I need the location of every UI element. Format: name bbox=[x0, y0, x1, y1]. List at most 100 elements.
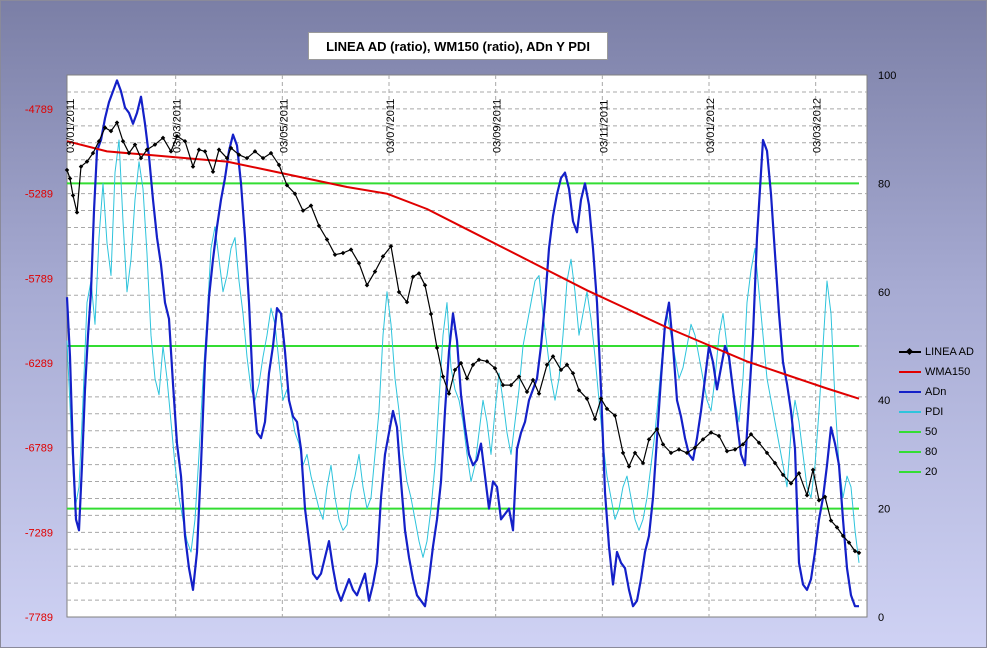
series-layer bbox=[64, 79, 862, 608]
axis-layer: 03/01/2011 03/03/2011 03/05/2011 03/07/2011… bbox=[25, 70, 897, 624]
series-point bbox=[464, 376, 470, 381]
series-point bbox=[108, 128, 114, 134]
legend-item: LINEA AD bbox=[899, 342, 979, 362]
series-point bbox=[716, 433, 722, 439]
series-point bbox=[308, 203, 314, 208]
series-point bbox=[516, 374, 522, 379]
series-point bbox=[70, 193, 76, 198]
series-line-wma150 bbox=[66, 140, 860, 400]
series-point bbox=[114, 120, 120, 125]
y-right-tick-label: 60 bbox=[878, 287, 890, 299]
series-point bbox=[816, 498, 822, 503]
series-point bbox=[508, 382, 514, 388]
series-line-adn bbox=[65, 79, 859, 608]
series-point bbox=[452, 367, 458, 373]
legend-label: 20 bbox=[925, 466, 938, 478]
series-point bbox=[500, 382, 506, 388]
series-point bbox=[810, 467, 816, 473]
y-right-tick-label: 80 bbox=[878, 178, 890, 190]
series-point bbox=[558, 367, 564, 373]
series-point bbox=[64, 167, 70, 173]
series-point bbox=[668, 450, 674, 456]
series-point bbox=[598, 396, 604, 401]
series-point bbox=[584, 396, 590, 401]
series-point bbox=[640, 460, 646, 466]
x-tick-label: 03/11/2011 bbox=[598, 100, 610, 153]
series-point bbox=[828, 518, 834, 523]
legend-label: 80 bbox=[925, 446, 938, 458]
y-left-tick-label: -6789 bbox=[25, 443, 53, 455]
series-point bbox=[564, 362, 570, 368]
series-point bbox=[620, 450, 626, 456]
legend: LINEA AD WMA150 ADn PDI 50 80 20 bbox=[899, 342, 979, 482]
series-point bbox=[410, 274, 416, 279]
series-point bbox=[96, 138, 102, 144]
legend-item: ADn bbox=[899, 382, 979, 402]
series-point bbox=[102, 125, 108, 130]
series-line-pdi bbox=[66, 139, 860, 563]
x-tick-label: 03/03/2011 bbox=[172, 99, 184, 153]
legend-item: 50 bbox=[899, 422, 979, 442]
series-point bbox=[78, 164, 84, 169]
series-point bbox=[536, 391, 542, 396]
series-point bbox=[740, 442, 746, 447]
series-point bbox=[126, 150, 132, 156]
series-point bbox=[404, 299, 410, 305]
y-left-tick-label: -5289 bbox=[25, 189, 53, 201]
x-tick-label: 03/09/2011 bbox=[492, 99, 504, 153]
legend-swatch bbox=[899, 391, 921, 393]
legend-swatch bbox=[899, 371, 921, 373]
legend-swatch bbox=[899, 471, 921, 473]
x-tick-label: 03/01/2012 bbox=[705, 98, 717, 153]
series-point bbox=[476, 357, 482, 362]
series-point bbox=[780, 472, 786, 478]
series-point bbox=[300, 208, 306, 213]
legend-label: LINEA AD bbox=[925, 346, 974, 358]
series-point bbox=[550, 354, 556, 359]
y-right-tick-label: 20 bbox=[878, 504, 890, 516]
series-point bbox=[284, 183, 290, 188]
y-left-tick-label: -4789 bbox=[25, 104, 53, 116]
series-point bbox=[380, 254, 386, 259]
series-point bbox=[340, 250, 346, 256]
series-point bbox=[788, 481, 794, 486]
series-point bbox=[756, 440, 762, 445]
legend-label: ADn bbox=[925, 386, 947, 398]
y-left-tick-label: -5789 bbox=[25, 273, 53, 285]
series-point bbox=[576, 387, 582, 393]
series-point bbox=[67, 176, 73, 181]
series-point bbox=[732, 447, 738, 452]
legend-label: WMA150 bbox=[925, 366, 971, 378]
series-point bbox=[292, 191, 298, 196]
series-point bbox=[570, 371, 576, 376]
series-point bbox=[748, 431, 754, 437]
legend-item: PDI bbox=[899, 402, 979, 422]
series-point bbox=[492, 365, 498, 371]
y-left-tick-label: -7789 bbox=[25, 612, 53, 624]
series-point bbox=[416, 271, 422, 276]
series-point bbox=[684, 450, 690, 456]
series-point bbox=[592, 416, 598, 422]
series-point bbox=[604, 406, 610, 412]
series-point bbox=[804, 492, 810, 498]
series-point bbox=[772, 460, 778, 466]
series-point bbox=[530, 377, 536, 383]
legend-item: 80 bbox=[899, 442, 979, 462]
series-point bbox=[84, 159, 90, 164]
series-point bbox=[446, 391, 452, 396]
series-point bbox=[632, 450, 638, 456]
legend-swatch bbox=[899, 411, 921, 413]
series-point bbox=[364, 282, 370, 288]
series-point bbox=[324, 237, 330, 242]
y-left-tick-label: -7289 bbox=[25, 527, 53, 539]
series-point bbox=[796, 470, 802, 476]
series-point bbox=[120, 138, 126, 144]
series-point bbox=[544, 362, 550, 368]
x-tick-label: 03/03/2012 bbox=[812, 98, 824, 153]
x-tick-label: 03/05/2011 bbox=[278, 99, 290, 153]
legend-swatch bbox=[899, 451, 921, 453]
series-point bbox=[646, 437, 652, 442]
y-right-tick-label: 40 bbox=[878, 395, 890, 407]
series-point bbox=[458, 360, 464, 366]
